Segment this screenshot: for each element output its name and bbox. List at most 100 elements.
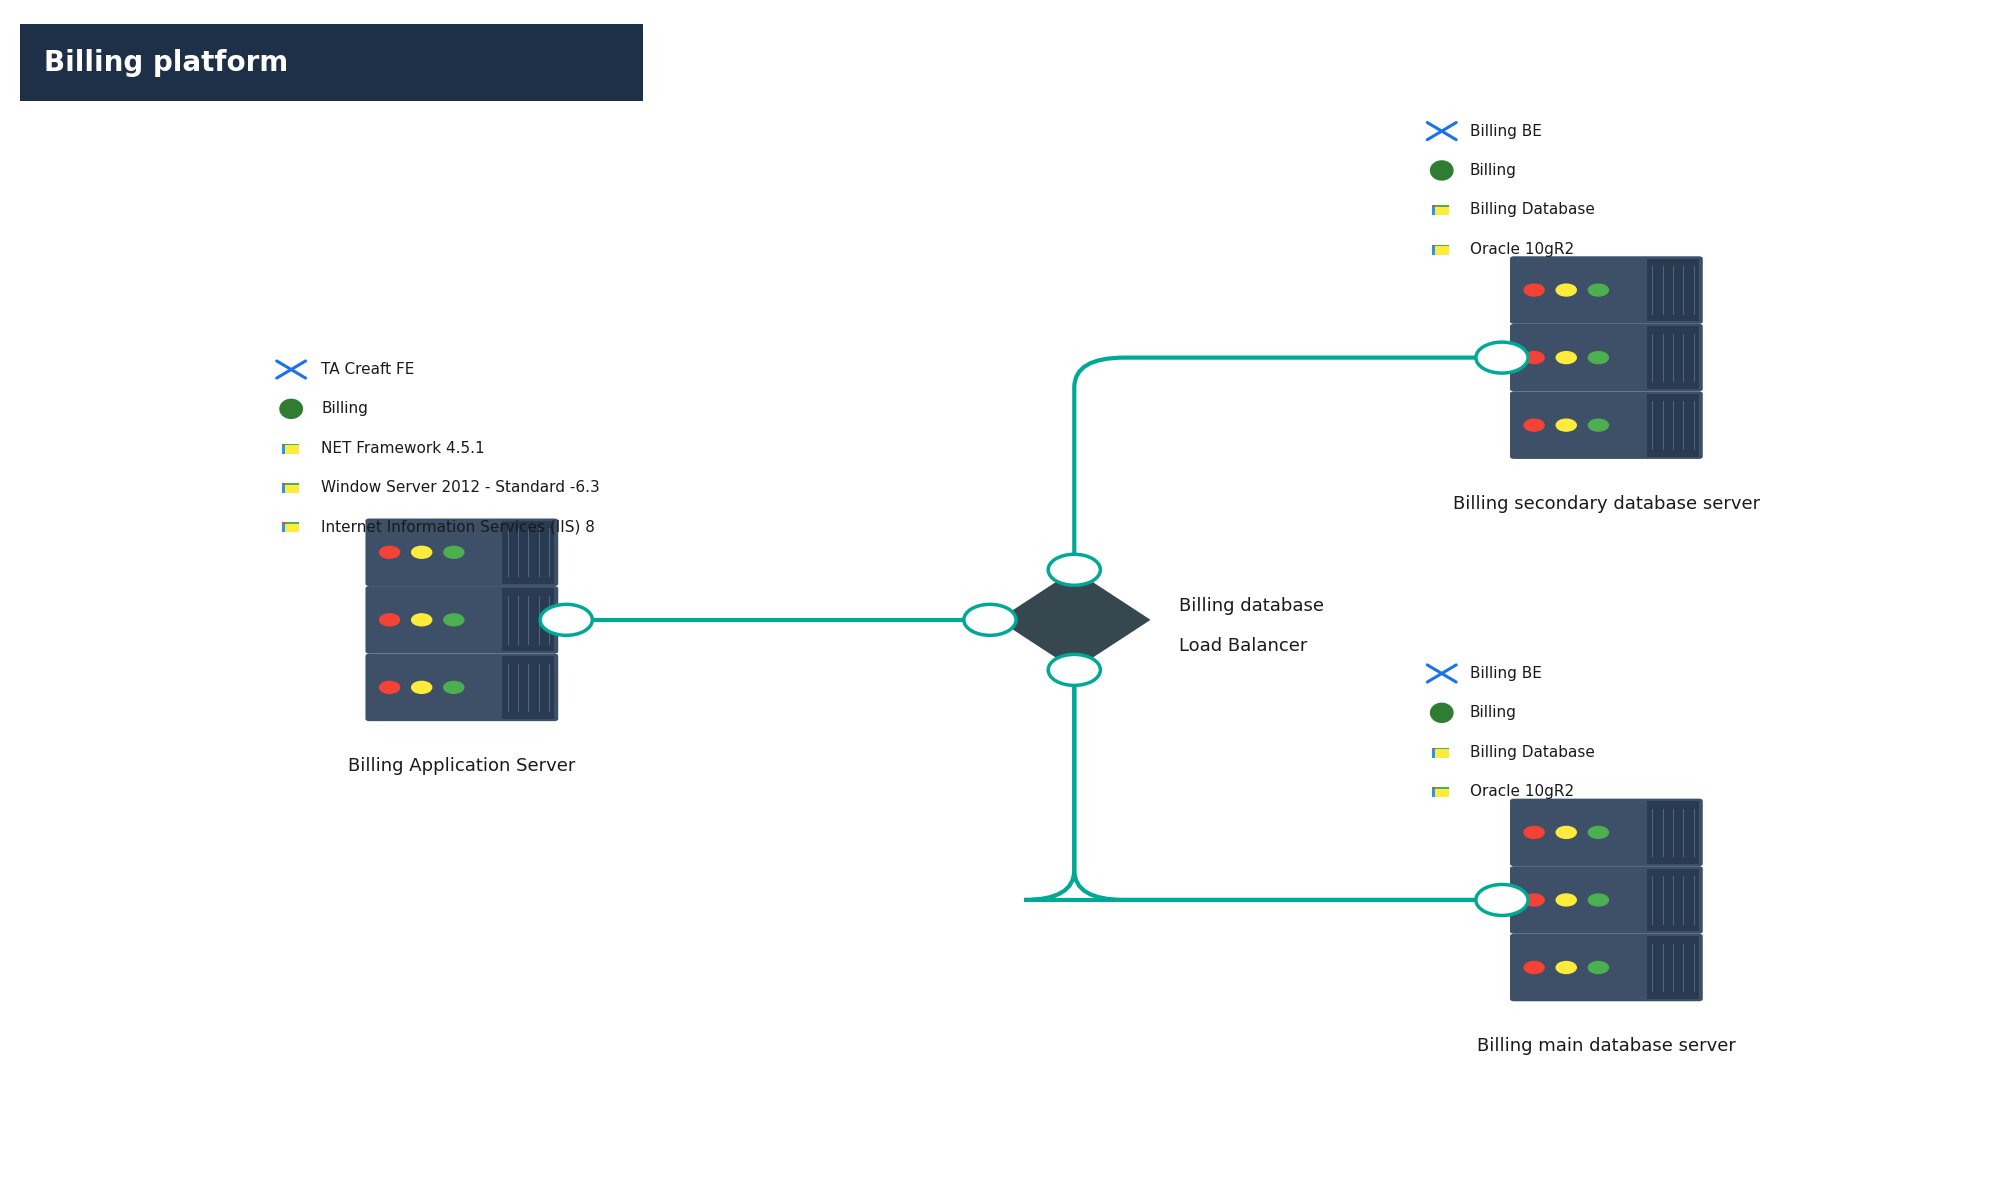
Circle shape [411, 682, 432, 694]
Circle shape [1523, 352, 1543, 364]
Circle shape [411, 614, 432, 626]
FancyBboxPatch shape [285, 522, 299, 530]
FancyBboxPatch shape [285, 524, 299, 533]
Circle shape [1555, 826, 1575, 838]
FancyBboxPatch shape [285, 446, 299, 454]
Circle shape [1475, 342, 1527, 373]
Text: Billing Database: Billing Database [1469, 745, 1594, 759]
FancyBboxPatch shape [1646, 259, 1698, 322]
Text: Billing: Billing [1469, 163, 1515, 178]
FancyBboxPatch shape [20, 24, 642, 101]
Circle shape [1048, 554, 1100, 585]
FancyBboxPatch shape [1431, 750, 1445, 758]
FancyBboxPatch shape [365, 586, 558, 653]
Circle shape [1555, 352, 1575, 364]
FancyBboxPatch shape [1646, 869, 1698, 931]
Polygon shape [997, 570, 1150, 670]
Circle shape [1523, 894, 1543, 906]
Circle shape [1555, 420, 1575, 432]
FancyBboxPatch shape [1646, 801, 1698, 864]
FancyBboxPatch shape [281, 446, 295, 454]
Text: Billing BE: Billing BE [1469, 666, 1541, 681]
Circle shape [1555, 284, 1575, 296]
FancyBboxPatch shape [281, 443, 295, 452]
Circle shape [444, 682, 464, 694]
Text: Oracle 10gR2: Oracle 10gR2 [1469, 784, 1573, 799]
FancyBboxPatch shape [502, 656, 554, 719]
Text: Billing platform: Billing platform [44, 49, 289, 76]
Text: Oracle 10gR2: Oracle 10gR2 [1469, 242, 1573, 256]
FancyBboxPatch shape [1431, 787, 1445, 795]
Circle shape [540, 604, 592, 635]
Circle shape [1555, 962, 1575, 974]
Circle shape [379, 546, 399, 558]
Circle shape [1588, 284, 1608, 296]
Circle shape [1588, 420, 1608, 432]
FancyBboxPatch shape [1509, 933, 1702, 1001]
FancyBboxPatch shape [502, 521, 554, 584]
FancyBboxPatch shape [1431, 789, 1445, 797]
Circle shape [1555, 894, 1575, 906]
FancyBboxPatch shape [285, 443, 299, 452]
Circle shape [411, 546, 432, 558]
FancyBboxPatch shape [285, 483, 299, 491]
Circle shape [379, 682, 399, 694]
Circle shape [444, 546, 464, 558]
FancyBboxPatch shape [1431, 244, 1445, 253]
Circle shape [379, 614, 399, 626]
FancyBboxPatch shape [1431, 247, 1445, 255]
Circle shape [1588, 962, 1608, 974]
Text: Load Balancer: Load Balancer [1178, 637, 1307, 656]
FancyBboxPatch shape [1646, 393, 1698, 457]
FancyBboxPatch shape [1431, 207, 1445, 216]
Text: Billing: Billing [321, 402, 367, 416]
FancyBboxPatch shape [1435, 244, 1449, 253]
FancyBboxPatch shape [1435, 207, 1449, 216]
Text: Window Server 2012 - Standard -6.3: Window Server 2012 - Standard -6.3 [321, 480, 600, 495]
Circle shape [1523, 284, 1543, 296]
Circle shape [1475, 884, 1527, 915]
FancyBboxPatch shape [365, 653, 558, 721]
FancyBboxPatch shape [502, 589, 554, 651]
Circle shape [1588, 826, 1608, 838]
Text: TA Creaft FE: TA Creaft FE [321, 362, 415, 377]
Text: Billing main database server: Billing main database server [1477, 1037, 1734, 1055]
FancyBboxPatch shape [1509, 391, 1702, 459]
Text: Billing Application Server: Billing Application Server [347, 757, 576, 775]
FancyBboxPatch shape [281, 522, 295, 530]
FancyBboxPatch shape [1435, 787, 1449, 795]
Circle shape [1523, 826, 1543, 838]
FancyBboxPatch shape [1431, 747, 1445, 756]
Polygon shape [1429, 703, 1453, 722]
FancyBboxPatch shape [1435, 205, 1449, 213]
FancyBboxPatch shape [1435, 747, 1449, 756]
FancyBboxPatch shape [281, 485, 295, 493]
Text: NET Framework 4.5.1: NET Framework 4.5.1 [321, 441, 484, 455]
Circle shape [1523, 420, 1543, 432]
Text: Billing secondary database server: Billing secondary database server [1453, 495, 1758, 513]
FancyBboxPatch shape [1646, 936, 1698, 999]
Circle shape [1588, 894, 1608, 906]
Polygon shape [279, 399, 303, 418]
Text: Billing Database: Billing Database [1469, 203, 1594, 217]
Circle shape [1048, 654, 1100, 685]
FancyBboxPatch shape [365, 519, 558, 586]
FancyBboxPatch shape [1435, 789, 1449, 797]
FancyBboxPatch shape [281, 524, 295, 533]
FancyBboxPatch shape [285, 485, 299, 493]
FancyBboxPatch shape [1509, 799, 1702, 867]
Circle shape [444, 614, 464, 626]
FancyBboxPatch shape [1431, 205, 1445, 213]
Text: Billing database: Billing database [1178, 596, 1323, 615]
Circle shape [1523, 962, 1543, 974]
Circle shape [963, 604, 1016, 635]
Circle shape [1588, 352, 1608, 364]
FancyBboxPatch shape [1509, 324, 1702, 391]
Text: Internet Information Services (IIS) 8: Internet Information Services (IIS) 8 [321, 520, 594, 534]
FancyBboxPatch shape [1435, 750, 1449, 758]
FancyBboxPatch shape [281, 483, 295, 491]
FancyBboxPatch shape [1509, 867, 1702, 933]
Text: Billing BE: Billing BE [1469, 124, 1541, 138]
FancyBboxPatch shape [1435, 247, 1449, 255]
Text: Billing: Billing [1469, 706, 1515, 720]
